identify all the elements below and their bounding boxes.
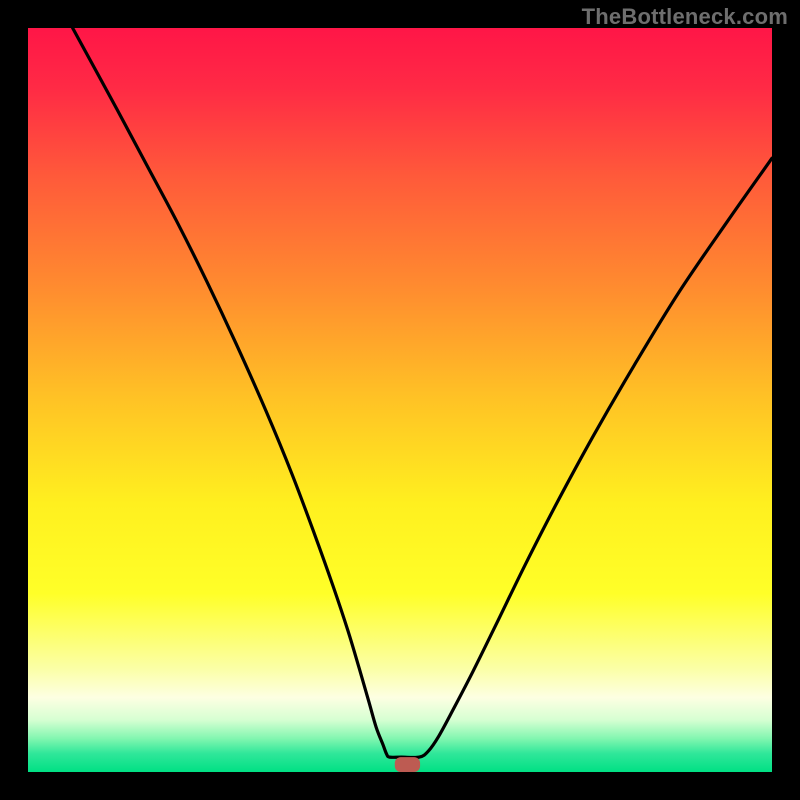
chart-frame: TheBottleneck.com: [0, 0, 800, 800]
bottleneck-chart: [0, 0, 800, 800]
